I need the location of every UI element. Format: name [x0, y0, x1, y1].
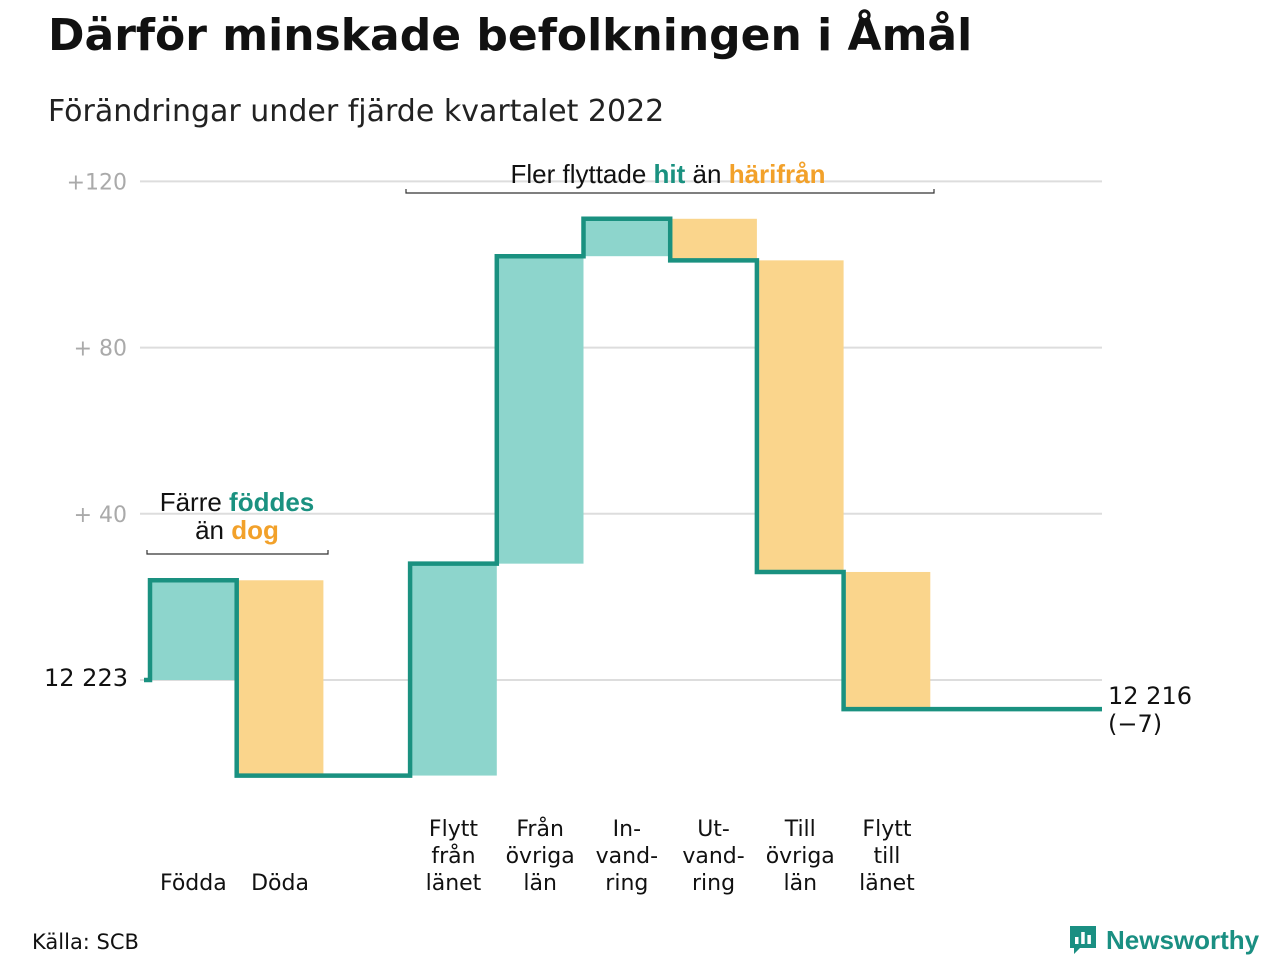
annotation-bracket-migration [405, 189, 935, 194]
category-label: länet [426, 871, 482, 896]
y-tick-label: +120 [67, 170, 127, 195]
bar-födda [152, 580, 237, 680]
start-value-label: 12 223 [44, 664, 128, 692]
bar-ut--vand--ring [672, 218, 757, 261]
category-label: från [431, 843, 475, 869]
chart-title: Därför minskade befolkningen i Åmål [48, 10, 973, 61]
bar-flytt-från-länet [412, 563, 497, 776]
bar-till-övriga-län [758, 260, 844, 572]
annotation-bracket-births-deaths [146, 550, 329, 555]
newsworthy-logo: Newsworthy [1068, 924, 1259, 956]
category-label: Flytt [429, 817, 478, 842]
category-label: Från [516, 816, 564, 842]
annotation-migration: Fler flyttade hit än härifrån [510, 159, 825, 189]
annotation-births-deaths-line2: än dog [195, 515, 279, 545]
category-label: Flytt [862, 817, 911, 842]
category-label: ring [692, 871, 735, 896]
source-note: Källa: SCB [32, 930, 139, 954]
category-label: In- [613, 817, 641, 842]
annotation-part: hit [654, 159, 686, 189]
category-label: län [783, 871, 817, 896]
annotation-part: härifrån [729, 159, 826, 189]
category-label: länet [859, 871, 915, 896]
annotation-part: föddes [229, 487, 314, 517]
category-label: till [873, 844, 900, 869]
bar-från-övriga-län [498, 256, 584, 564]
end-change-label: (−7) [1108, 710, 1162, 738]
annotation-part: än [195, 515, 231, 545]
chart-subtitle: Förändringar under fjärde kvartalet 2022 [48, 94, 665, 129]
y-tick-label: + 40 [74, 503, 127, 528]
bar-in--vand--ring [585, 218, 671, 257]
running-total-line [144, 216, 1102, 778]
category-label: vand- [682, 844, 744, 869]
category-label: Döda [251, 871, 309, 896]
category-label: ring [605, 871, 648, 896]
category-label: Till [784, 817, 816, 842]
category-label: Ut- [697, 817, 730, 842]
bar-chart-icon [1070, 926, 1096, 954]
annotation-births-deaths-line1: Färre föddes [160, 487, 315, 517]
y-tick-label: + 80 [74, 337, 127, 362]
bar-döda [238, 580, 324, 776]
category-label: övriga [506, 844, 575, 869]
category-label: vand- [596, 844, 658, 869]
end-value-label: 12 216 [1108, 682, 1192, 710]
bar-flytt-till-länet [845, 571, 931, 710]
category-label: län [523, 871, 557, 896]
brand-name: Newsworthy [1106, 924, 1260, 955]
annotation-part: Färre [160, 487, 229, 517]
category-label: Födda [160, 871, 227, 896]
annotation-part: dog [231, 515, 279, 545]
annotation-part: Fler flyttade [510, 159, 653, 189]
category-label: övriga [766, 844, 835, 869]
annotation-part: än [685, 159, 728, 189]
